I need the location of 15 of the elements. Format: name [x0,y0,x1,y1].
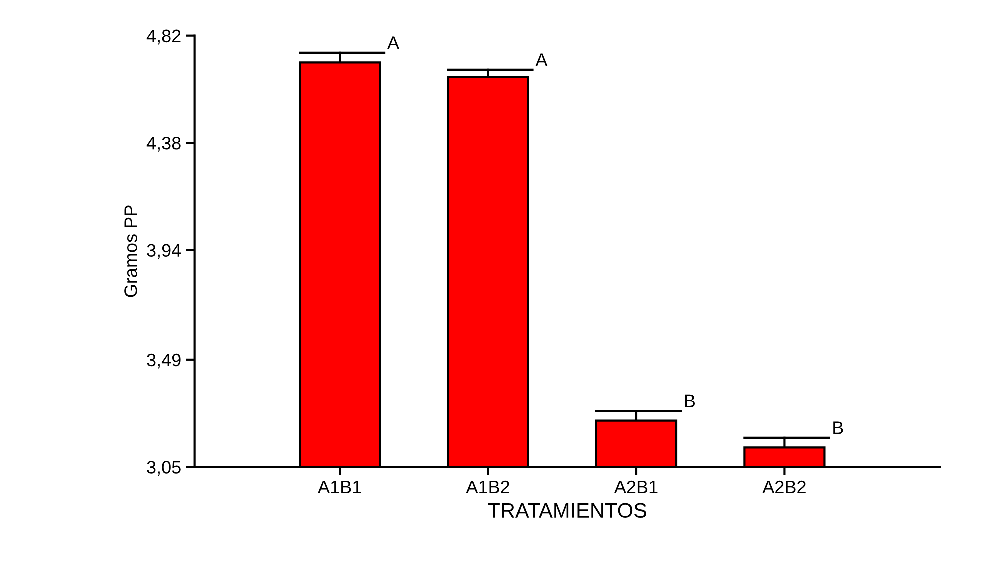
y-tick-label: 3,94 [147,244,182,260]
x-tick-label: A2B1 [614,480,658,494]
x-tick-label: A1B2 [466,480,510,494]
annotation: A [388,36,400,50]
x-tick-label: A2B2 [762,480,806,494]
annotation: B [685,394,696,408]
y-tick-label: 4,82 [146,30,181,45]
x-tick-label: A1B1 [318,481,362,494]
y-tick-label: 4,38 [146,137,181,152]
y-axis-title: Gramos PP [124,206,138,298]
y-tick-label: 3,05 [147,461,181,476]
y-tick-label: 3,49 [147,354,181,369]
annotation: A [536,54,548,66]
annotation: B [834,422,844,434]
x-axis-title: TRATAMIENTOS [488,503,646,518]
